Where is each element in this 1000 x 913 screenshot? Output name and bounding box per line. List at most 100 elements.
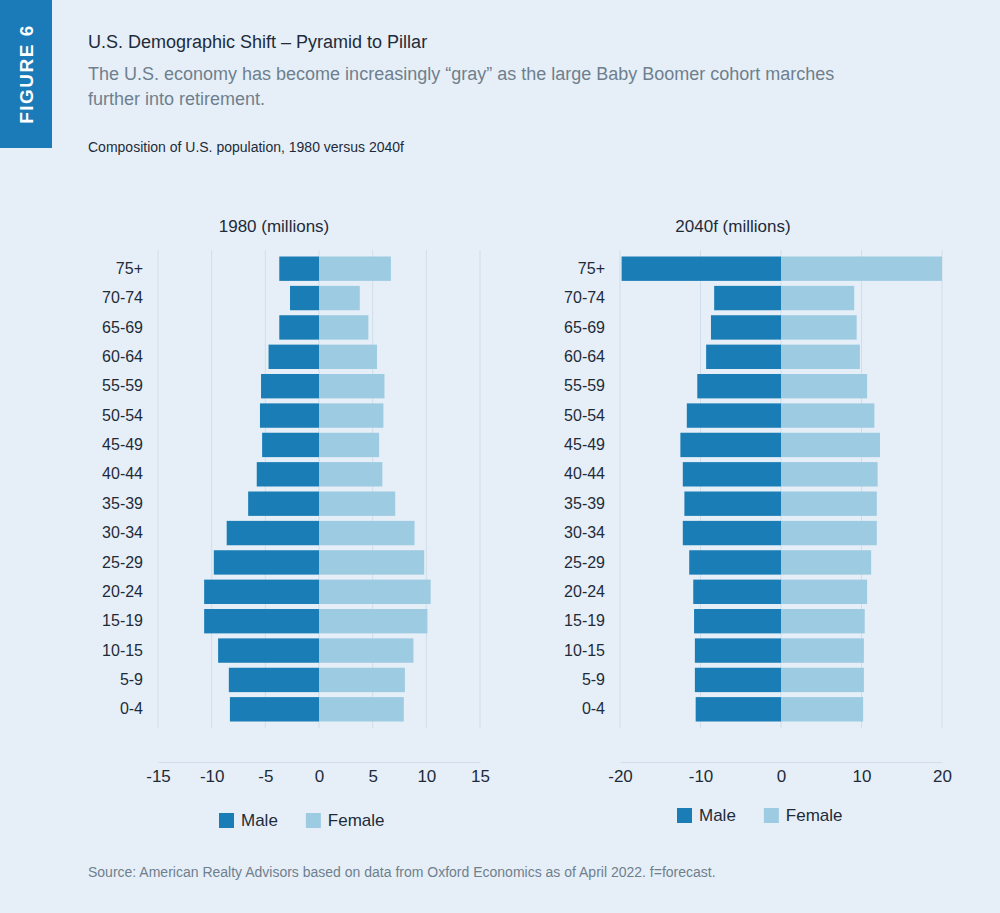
y-axis: 75+70-7465-6960-6455-5950-5445-4940-4435… (564, 260, 605, 718)
category-label: 60-64 (564, 348, 605, 365)
panel: 1980 (millions)-15-10-505101575+70-7465-… (102, 217, 490, 830)
category-label: 10-15 (564, 642, 605, 659)
bar (319, 491, 395, 515)
y-tick: 70-74 (564, 289, 605, 306)
x-tick: 15 (471, 762, 490, 786)
bar (229, 668, 319, 692)
bar (781, 697, 863, 721)
bar (781, 315, 857, 339)
y-tick: 0-4 (120, 700, 143, 717)
figure-label-strip (0, 0, 52, 148)
x-tick: 20 (933, 762, 952, 786)
bar (781, 521, 877, 545)
category-label: 35-39 (102, 495, 143, 512)
bar (230, 697, 319, 721)
bar (319, 550, 424, 574)
y-tick: 5-9 (582, 671, 605, 688)
x-tick: 0 (315, 762, 324, 786)
category-label: 20-24 (102, 583, 143, 600)
bar (711, 315, 781, 339)
legend-item: Female (306, 811, 385, 830)
category-label: 20-24 (564, 583, 605, 600)
category-label: 50-54 (102, 407, 143, 424)
legend-label: Female (328, 811, 385, 830)
bar (319, 609, 427, 633)
bar (683, 462, 781, 486)
bar (227, 521, 319, 545)
legend: MaleFemale (219, 811, 385, 830)
x-tick: 10 (853, 762, 872, 786)
bar (319, 256, 391, 280)
category-label: 75+ (116, 260, 143, 277)
bar (781, 433, 880, 457)
category-label: 25-29 (564, 554, 605, 571)
x-tick-label: 5 (368, 767, 377, 786)
x-tick-label: -20 (608, 767, 633, 786)
y-tick: 25-29 (102, 554, 143, 571)
grid-line (480, 250, 481, 728)
x-tick: -10 (200, 762, 225, 786)
bar (319, 374, 384, 398)
x-tick-label: 0 (777, 767, 786, 786)
bar (319, 315, 368, 339)
bars (622, 256, 942, 721)
y-tick: 30-34 (564, 524, 605, 541)
category-label: 45-49 (102, 436, 143, 453)
bar (697, 374, 781, 398)
bar (781, 374, 867, 398)
x-tick-label: -15 (146, 767, 171, 786)
bar (781, 580, 867, 604)
x-axis-line (621, 762, 943, 763)
chart-container: FIGURE 6U.S. Demographic Shift – Pyramid… (0, 0, 1000, 913)
y-tick: 65-69 (564, 319, 605, 336)
y-tick: 75+ (116, 260, 143, 277)
y-tick: 60-64 (564, 348, 605, 365)
category-label: 55-59 (102, 377, 143, 394)
y-tick: 20-24 (102, 583, 143, 600)
y-tick: 65-69 (102, 319, 143, 336)
grid (620, 250, 942, 728)
bar (261, 374, 319, 398)
panel-title: 1980 (millions) (219, 217, 330, 236)
bar (260, 403, 319, 427)
bar (781, 462, 878, 486)
panel-title: 2040f (millions) (675, 217, 790, 236)
y-tick: 75+ (578, 260, 605, 277)
y-tick: 45-49 (564, 436, 605, 453)
bar (248, 491, 319, 515)
category-label: 30-34 (102, 524, 143, 541)
subtitle-line: The U.S. economy has become increasingly… (88, 64, 834, 84)
bar (781, 256, 942, 280)
x-tick: -10 (689, 762, 714, 786)
bar (714, 286, 781, 310)
bar (781, 550, 871, 574)
bar (687, 403, 781, 427)
x-tick-label: 10 (417, 767, 436, 786)
y-tick: 25-29 (564, 554, 605, 571)
y-tick: 15-19 (564, 612, 605, 629)
x-axis-line (159, 762, 481, 763)
category-label: 60-64 (102, 348, 143, 365)
y-tick: 30-34 (102, 524, 143, 541)
bar (319, 345, 377, 369)
x-tick: -20 (608, 762, 633, 786)
category-label: 10-15 (102, 642, 143, 659)
legend-label: Female (786, 806, 843, 825)
background (0, 0, 1000, 913)
bar (781, 668, 864, 692)
legend-label: Male (699, 806, 736, 825)
y-tick: 50-54 (102, 407, 143, 424)
bar (781, 403, 874, 427)
bar (684, 491, 781, 515)
x-tick-label: -5 (258, 767, 273, 786)
category-label: 65-69 (102, 319, 143, 336)
category-label: 35-39 (564, 495, 605, 512)
x-tick: -5 (258, 762, 273, 786)
category-label: 40-44 (102, 465, 143, 482)
category-label: 70-74 (564, 289, 605, 306)
bar (319, 697, 404, 721)
bar (781, 638, 864, 662)
title: U.S. Demographic Shift – Pyramid to Pill… (88, 32, 427, 52)
y-tick: 55-59 (102, 377, 143, 394)
category-label: 40-44 (564, 465, 605, 482)
